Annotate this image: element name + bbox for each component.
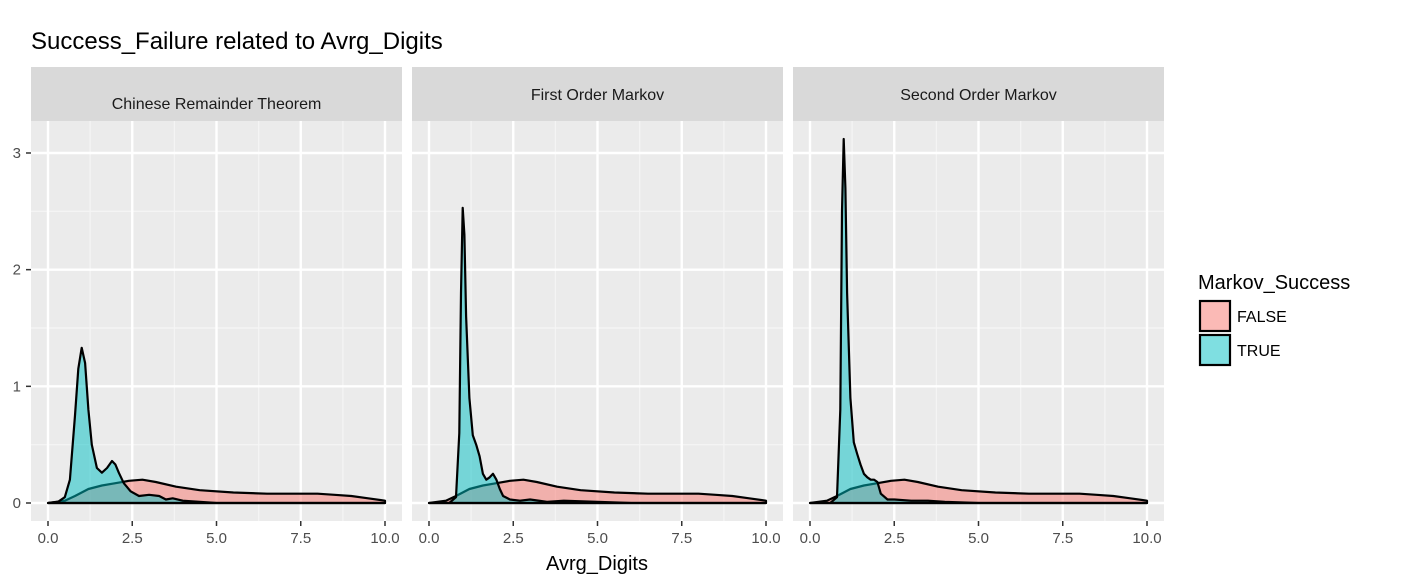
- legend-title: Markov_Success: [1198, 272, 1350, 294]
- facet-strip: [31, 67, 402, 121]
- facet-strip: [793, 67, 1164, 121]
- chart-title: Success_Failure related to Avrg_Digits: [31, 28, 443, 55]
- x-tick-label: 7.5: [290, 530, 311, 547]
- legend-key-true: [1198, 333, 1232, 367]
- facet-strip: [412, 67, 783, 121]
- facet-panel: First Order Markov 0.0 2.5 5.0 7.5 10.0: [412, 67, 783, 547]
- x-tick-label: 5.0: [206, 530, 227, 547]
- legend-label-false: FALSE: [1237, 309, 1287, 326]
- density-area-true: [46, 346, 387, 505]
- facet-strip-label: Chinese Remainder Theorem: [112, 96, 322, 113]
- x-tick-label: 10.0: [370, 530, 399, 547]
- legend: Markov_Success FALSE TRUE: [1198, 272, 1350, 367]
- facet-strip-label: First Order Markov: [531, 87, 664, 104]
- x-tick-label: 0.0: [419, 530, 440, 547]
- y-tick-label: 2: [13, 262, 21, 279]
- y-tick-label: 1: [13, 378, 21, 395]
- facet-panel: Second Order Markov 0.0 2.5 5.0 7.5 10.0: [793, 67, 1164, 547]
- legend-label-true: TRUE: [1237, 343, 1281, 360]
- facet-panels: Chinese Remainder Theorem 0.0 2.5 5.0 7.5 10.…: [31, 67, 1164, 547]
- density-area-true: [427, 206, 768, 505]
- x-tick-label: 2.5: [503, 530, 524, 547]
- x-tick-label: 2.5: [884, 530, 905, 547]
- legend-key-false: [1198, 299, 1232, 333]
- density-area-true: [808, 137, 1149, 505]
- facet-panel: Chinese Remainder Theorem 0.0 2.5 5.0 7.5 10.…: [31, 67, 402, 547]
- y-tick-label: 3: [13, 145, 21, 162]
- x-tick-label: 10.0: [751, 530, 780, 547]
- x-tick-label: 2.5: [122, 530, 143, 547]
- x-tick-label: 10.0: [1132, 530, 1161, 547]
- x-tick-label: 5.0: [587, 530, 608, 547]
- x-axis-title: Avrg_Digits: [546, 553, 648, 575]
- facet-strip-label: Second Order Markov: [900, 87, 1057, 104]
- y-axis: 0 1 2 3: [13, 145, 31, 512]
- y-tick-label: 0: [13, 495, 21, 512]
- x-tick-label: 0.0: [800, 530, 821, 547]
- x-tick-label: 7.5: [1052, 530, 1073, 547]
- x-tick-label: 0.0: [38, 530, 59, 547]
- x-tick-label: 5.0: [968, 530, 989, 547]
- x-tick-label: 7.5: [671, 530, 692, 547]
